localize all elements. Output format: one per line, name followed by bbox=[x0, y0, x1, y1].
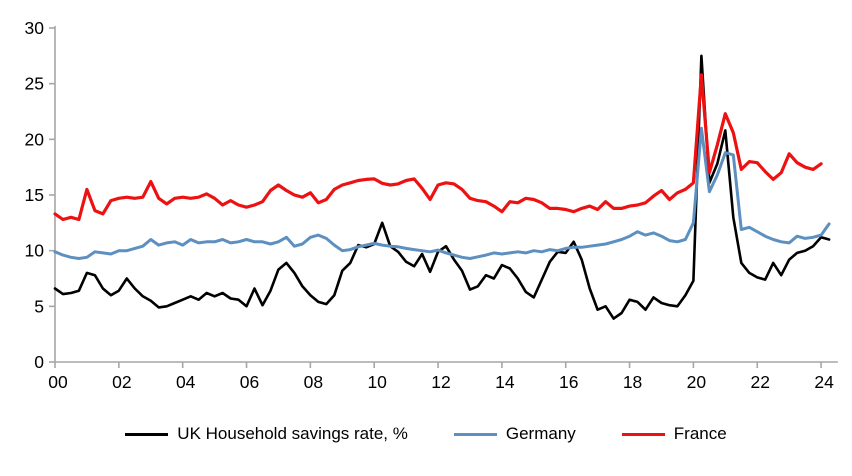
svg-text:02: 02 bbox=[112, 372, 131, 392]
legend-item-germany: Germany bbox=[453, 424, 576, 444]
svg-text:10: 10 bbox=[25, 241, 45, 261]
uk-line-swatch bbox=[125, 432, 169, 436]
svg-text:00: 00 bbox=[48, 372, 68, 392]
svg-text:04: 04 bbox=[176, 372, 196, 392]
svg-text:30: 30 bbox=[25, 18, 45, 38]
legend-item-france: France bbox=[621, 424, 727, 444]
svg-text:0: 0 bbox=[34, 352, 44, 372]
svg-text:10: 10 bbox=[367, 372, 387, 392]
legend-label-uk: UK Household savings rate, % bbox=[177, 424, 408, 443]
legend-label-france: France bbox=[673, 424, 727, 443]
svg-text:14: 14 bbox=[495, 372, 515, 392]
chart-legend: UK Household savings rate, % Germany Fra… bbox=[0, 424, 852, 444]
svg-text:16: 16 bbox=[559, 372, 578, 392]
germany-line-swatch bbox=[453, 432, 497, 436]
plot-area: 0 5 10 15 20 25 30 00 02 04 06 08 10 12 14 16 18 20 22 24 bbox=[25, 18, 838, 392]
svg-text:15: 15 bbox=[25, 185, 44, 205]
svg-text:20: 20 bbox=[687, 372, 707, 392]
svg-text:12: 12 bbox=[431, 372, 450, 392]
svg-text:25: 25 bbox=[25, 74, 44, 94]
legend-item-uk: UK Household savings rate, % bbox=[125, 424, 408, 444]
svg-text:06: 06 bbox=[240, 372, 259, 392]
svg-text:18: 18 bbox=[623, 372, 642, 392]
legend-label-germany: Germany bbox=[505, 424, 576, 443]
svg-text:08: 08 bbox=[304, 372, 323, 392]
svg-text:24: 24 bbox=[814, 372, 834, 392]
svg-text:22: 22 bbox=[751, 372, 770, 392]
france-line-swatch bbox=[621, 432, 665, 436]
svg-text:5: 5 bbox=[34, 296, 44, 316]
svg-text:20: 20 bbox=[25, 129, 45, 149]
